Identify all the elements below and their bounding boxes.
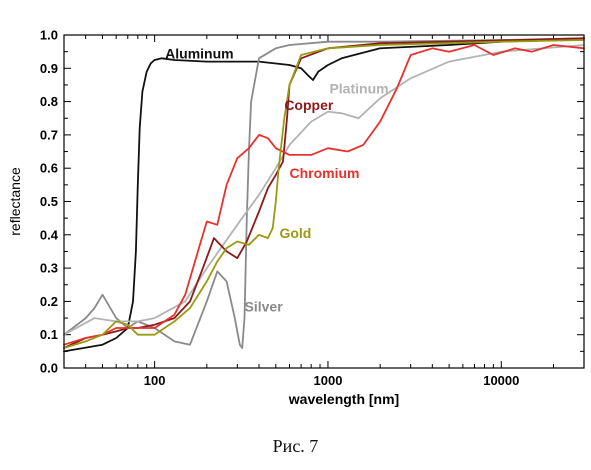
series-line-aluminum (63, 37, 585, 353)
y-tick-label: 1.0 (40, 28, 58, 43)
y-axis-label: reflectance (7, 167, 23, 236)
y-tick-label: 0.5 (40, 194, 58, 209)
series-label-copper: Copper (284, 97, 334, 113)
series-label-aluminum: Aluminum (165, 45, 233, 61)
plot-frame (63, 34, 585, 369)
y-tick-label: 0.0 (40, 361, 58, 376)
y-tick-label: 0.8 (40, 94, 58, 109)
x-tick-label: 100 (144, 373, 166, 388)
y-tick-label: 0.7 (40, 127, 58, 142)
series-label-silver: Silver (245, 298, 284, 314)
x-tick-label: 10000 (483, 373, 519, 388)
series-lines (63, 37, 585, 353)
tick-labels: 100 1000 10000 0.0 0.1 0.2 0.3 0.4 0.5 0.6 0.7 0.8 0… (40, 28, 519, 389)
series-label-gold: Gold (279, 225, 311, 241)
series-line-silver (63, 37, 585, 349)
y-tick-label: 0.3 (40, 261, 58, 276)
y-tick-label: 0.2 (40, 294, 58, 309)
tick-marks (63, 34, 585, 369)
x-tick-label: 1000 (314, 373, 343, 388)
series-label-chromium: Chromium (290, 165, 360, 181)
series-label-platinum: Platinum (329, 80, 388, 96)
series-line-chromium (63, 44, 585, 346)
y-tick-label: 0.4 (40, 227, 59, 242)
series-line-copper (63, 37, 585, 349)
series-line-platinum (63, 44, 585, 336)
y-tick-label: 0.1 (40, 327, 58, 342)
x-axis-label: wavelength [nm] (288, 391, 399, 407)
y-tick-label: 0.6 (40, 161, 58, 176)
y-tick-label: 0.9 (40, 61, 58, 76)
figure-caption: Рис. 7 (272, 436, 319, 456)
series-line-gold (63, 39, 585, 349)
